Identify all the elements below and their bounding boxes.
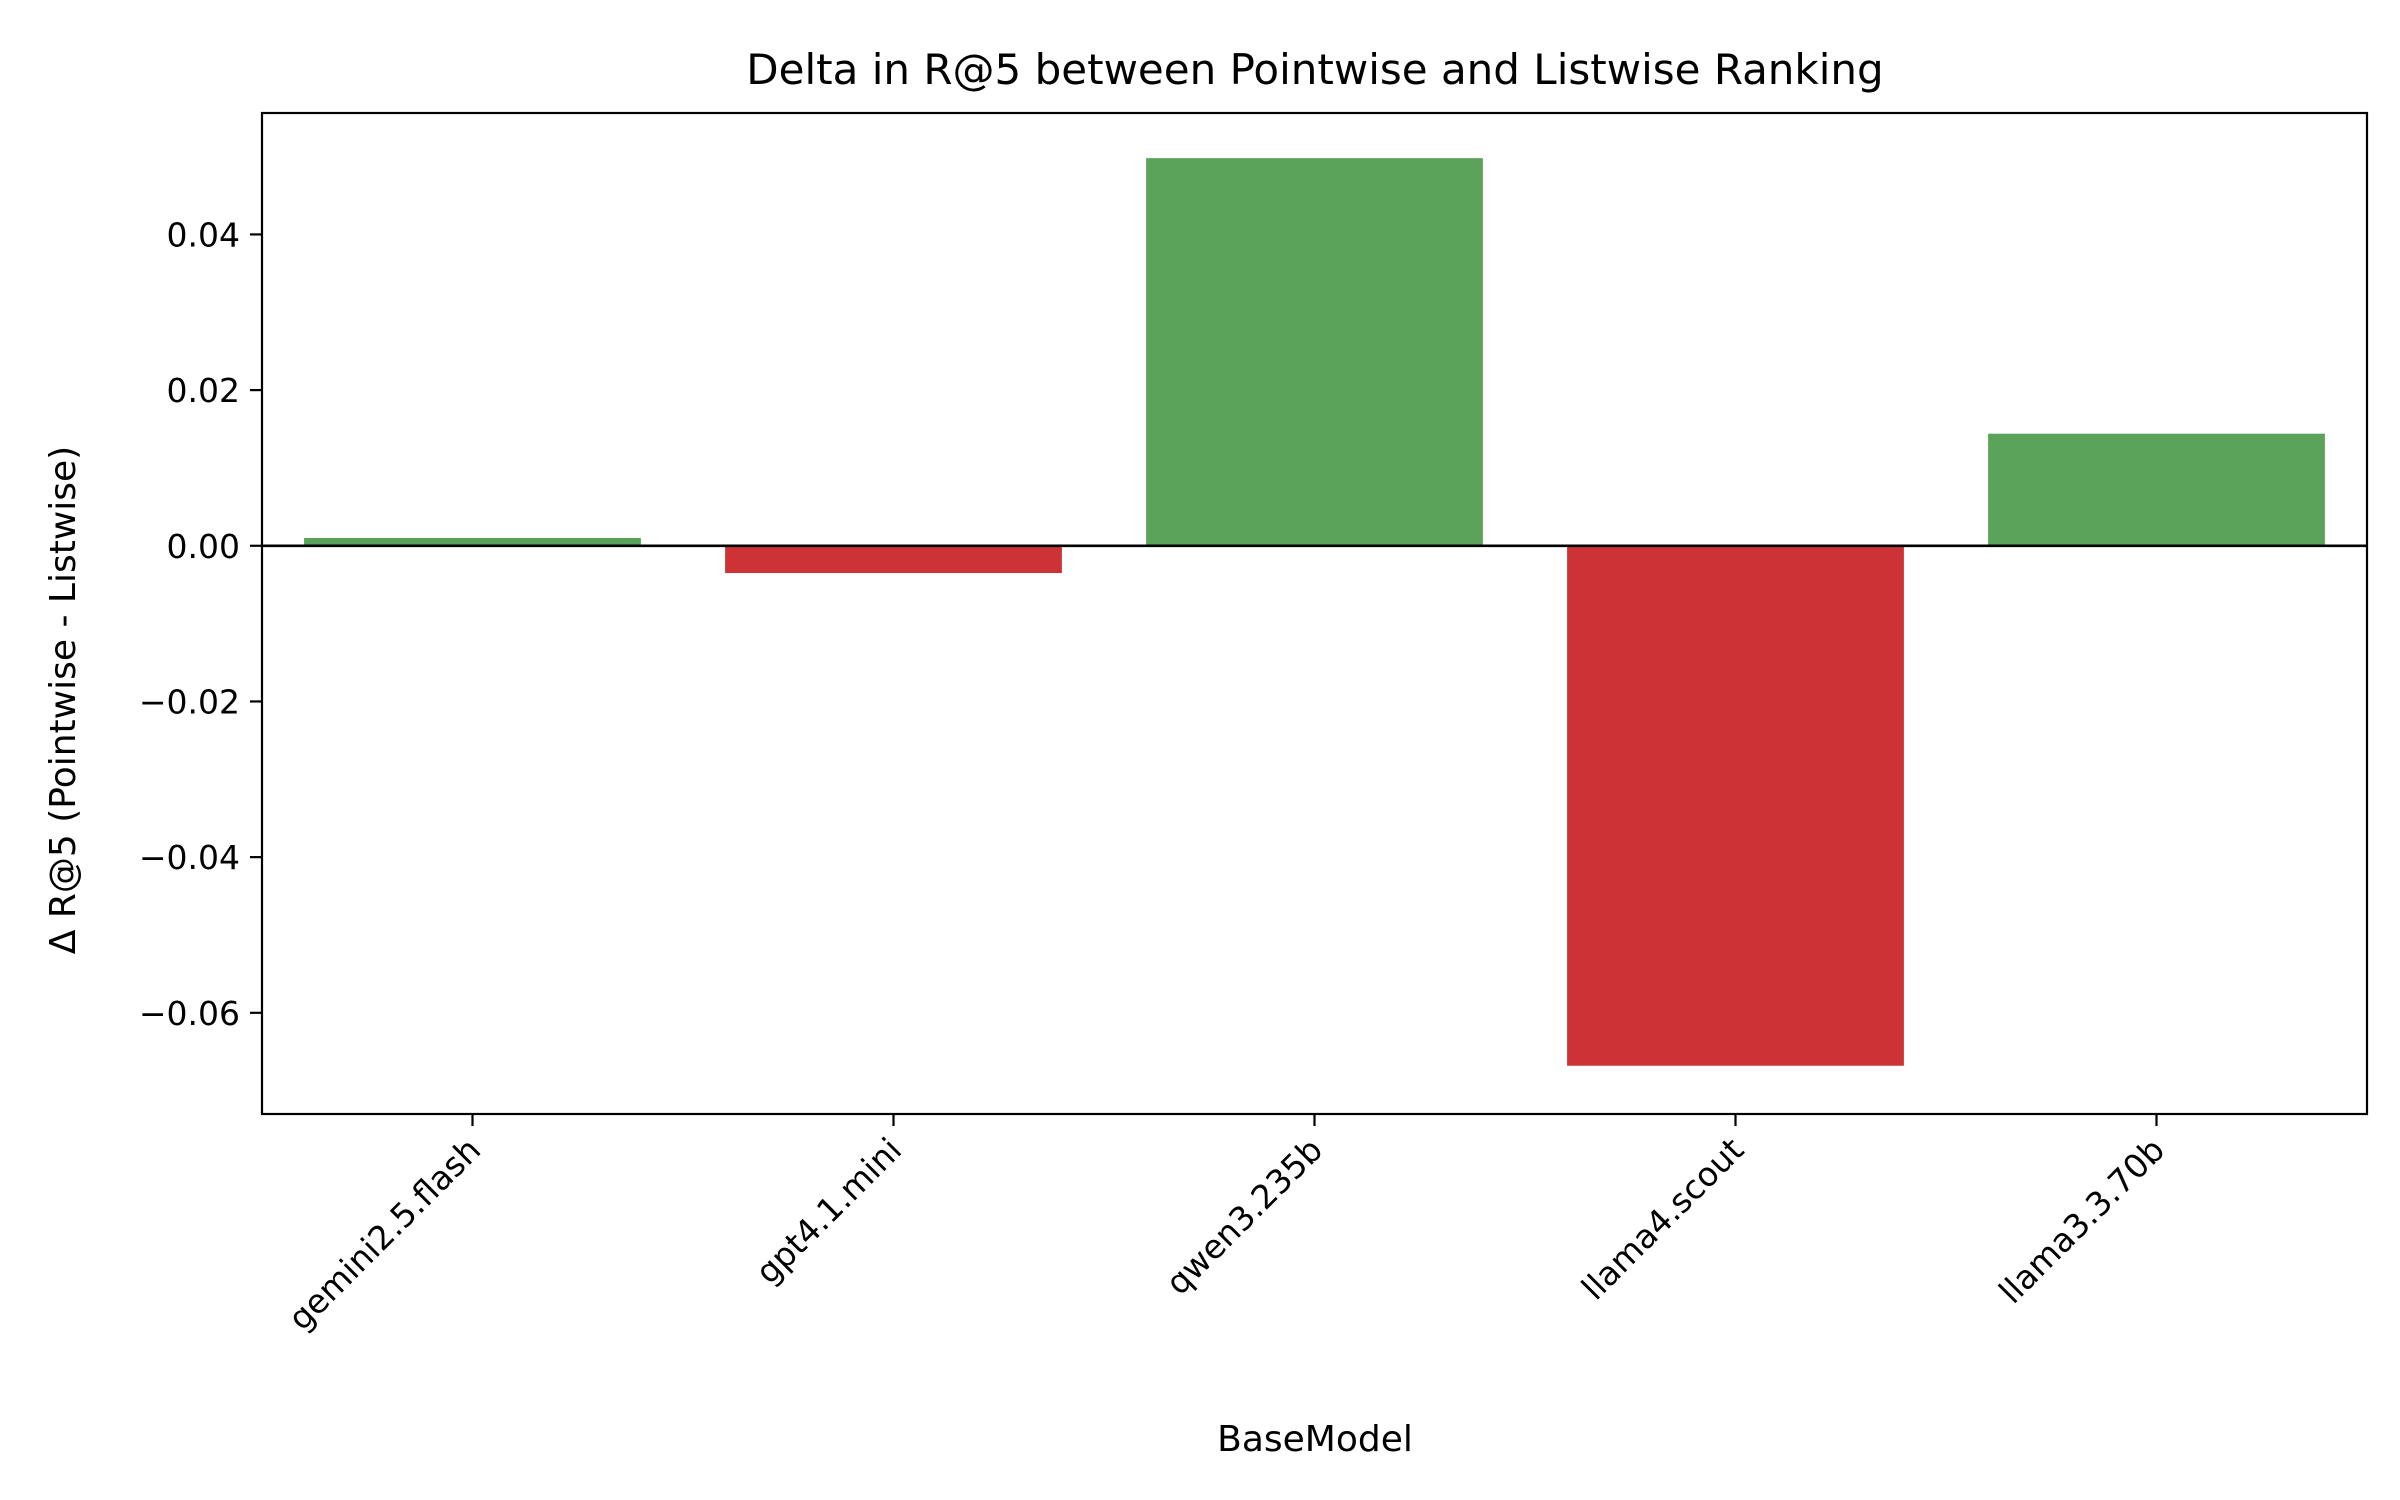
y-axis-label: Δ R@5 (Pointwise - Listwise): [43, 446, 84, 954]
x-tick-label: gemini2.5.flash: [280, 1130, 488, 1338]
y-tick-label: 0.04: [167, 215, 240, 254]
x-tick-label: qwen3.235b: [1158, 1130, 1330, 1302]
x-tick-label: llama4.scout: [1574, 1130, 1751, 1307]
x-tick-label: gpt4.1.mini: [748, 1130, 909, 1291]
y-tick-label: 0.02: [167, 371, 240, 410]
bars-layer: [304, 158, 2325, 1066]
x-axis-ticks: gemini2.5.flash gpt4.1.mini qwen3.235b llam…: [280, 1114, 2172, 1338]
chart-title: Delta in R@5 between Pointwise and Listw…: [746, 45, 1883, 94]
bar-gemini2.5.flash: [304, 537, 641, 546]
y-axis-ticks: 0.04 0.02 0.00 −0.02 −0.04 −0.06: [139, 215, 262, 1033]
y-tick-label: −0.06: [139, 994, 240, 1033]
y-tick-label: −0.02: [139, 682, 240, 721]
x-tick-label: llama3.3.70b: [1991, 1130, 2172, 1311]
bar-llama4.scout: [1567, 545, 1904, 1066]
bar-llama3.3.70b: [1988, 433, 2325, 546]
bar-qwen3.235b: [1146, 158, 1483, 546]
y-tick-label: 0.00: [167, 527, 240, 566]
bar-gpt4.1.mini: [725, 545, 1062, 574]
y-tick-label: −0.04: [139, 838, 240, 877]
x-axis-label: BaseModel: [1217, 1419, 1413, 1460]
